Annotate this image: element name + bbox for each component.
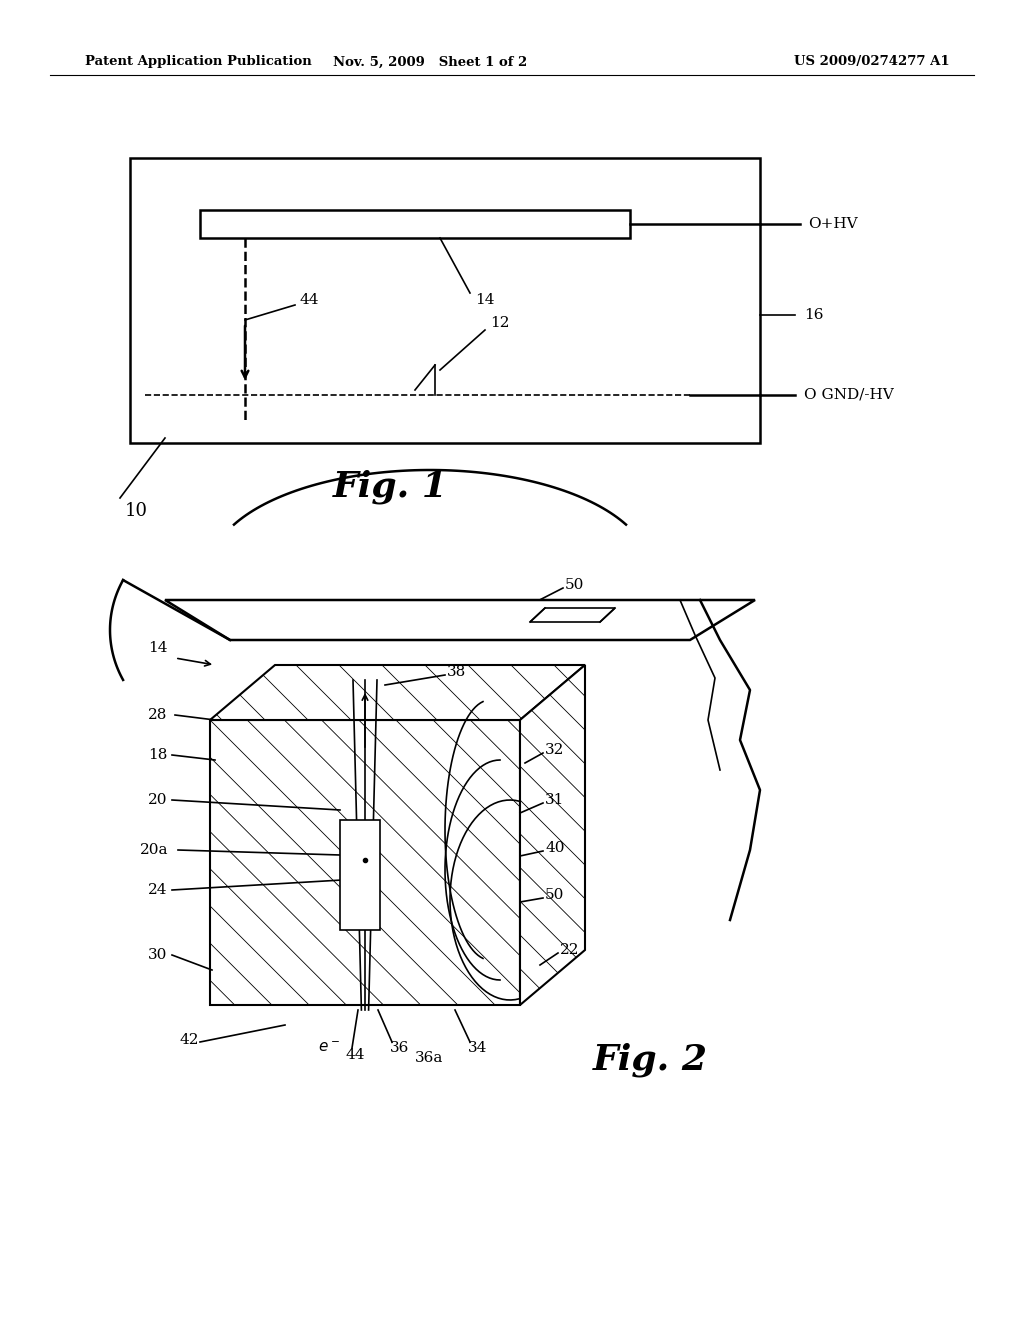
- Polygon shape: [210, 665, 585, 719]
- Text: 30: 30: [148, 948, 167, 962]
- Text: 12: 12: [490, 315, 510, 330]
- Text: 50: 50: [565, 578, 585, 591]
- Text: 32: 32: [545, 743, 564, 756]
- Bar: [340, 820, 380, 931]
- Text: 44: 44: [300, 293, 319, 308]
- Text: 14: 14: [475, 293, 495, 308]
- Text: 31: 31: [545, 793, 564, 807]
- Polygon shape: [530, 609, 615, 622]
- Text: 34: 34: [468, 1041, 487, 1055]
- Text: Patent Application Publication: Patent Application Publication: [85, 55, 311, 69]
- Text: 20a: 20a: [140, 843, 169, 857]
- Text: 22: 22: [560, 942, 580, 957]
- Text: $e^-$: $e^-$: [318, 1040, 340, 1055]
- Text: Nov. 5, 2009   Sheet 1 of 2: Nov. 5, 2009 Sheet 1 of 2: [333, 55, 527, 69]
- Text: 10: 10: [125, 502, 148, 520]
- Polygon shape: [165, 601, 755, 640]
- Text: 40: 40: [545, 841, 564, 855]
- Text: 36a: 36a: [415, 1051, 443, 1065]
- Text: O GND/-HV: O GND/-HV: [804, 388, 894, 403]
- Text: O+HV: O+HV: [808, 216, 858, 231]
- Text: Fig. 2: Fig. 2: [593, 1043, 708, 1077]
- Text: 28: 28: [148, 708, 167, 722]
- Bar: [130, 158, 760, 444]
- Text: 42: 42: [180, 1034, 200, 1047]
- Text: 50: 50: [545, 888, 564, 902]
- Bar: [200, 210, 630, 238]
- Text: 36: 36: [390, 1041, 410, 1055]
- Text: 18: 18: [148, 748, 167, 762]
- Polygon shape: [210, 719, 520, 1005]
- Text: 38: 38: [447, 665, 466, 678]
- Text: US 2009/0274277 A1: US 2009/0274277 A1: [795, 55, 950, 69]
- Text: Fig. 1: Fig. 1: [333, 470, 447, 504]
- Text: 14: 14: [148, 642, 168, 655]
- Text: 20: 20: [148, 793, 168, 807]
- Text: 24: 24: [148, 883, 168, 898]
- Text: 16: 16: [804, 308, 823, 322]
- Polygon shape: [520, 665, 585, 1005]
- Text: 44: 44: [345, 1048, 365, 1063]
